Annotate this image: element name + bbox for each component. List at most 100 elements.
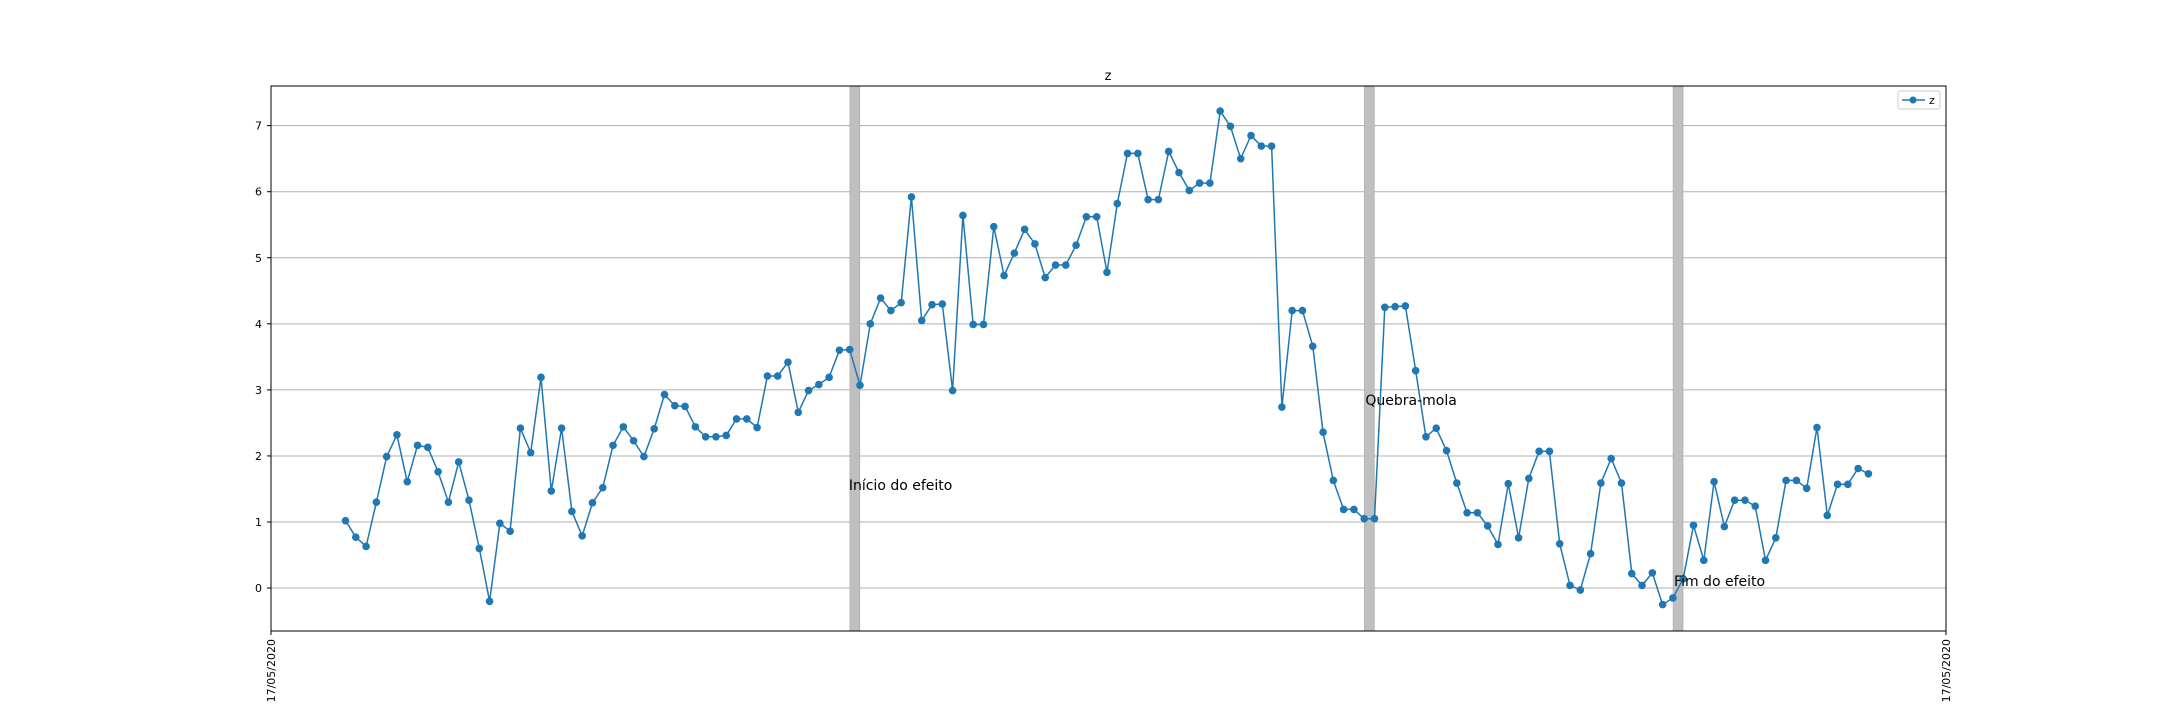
- data-point: [1113, 199, 1122, 208]
- data-point: [1792, 476, 1801, 485]
- data-point: [948, 386, 957, 395]
- plot-frame: [270, 85, 1947, 632]
- data-point: [629, 436, 638, 445]
- data-point: [1627, 569, 1636, 578]
- data-point: [1782, 476, 1790, 485]
- data-point: [465, 496, 473, 505]
- data-point: [989, 222, 998, 231]
- y-axis-ticks: 0 1 2 3 4 5 6 7: [255, 120, 271, 595]
- band-annotations: Início do efeito Quebra-mola Fim do efei…: [849, 393, 1765, 590]
- data-point: [609, 441, 617, 450]
- annotation-quebra-mola: Quebra-mola: [1365, 393, 1456, 409]
- data-point: [1463, 508, 1471, 517]
- data-point: [1329, 476, 1338, 485]
- data-point: [1566, 581, 1574, 590]
- data-point: [485, 597, 494, 606]
- data-point: [1710, 477, 1718, 486]
- data-point: [341, 516, 350, 525]
- data-point: [640, 452, 648, 461]
- data-point: [1000, 271, 1008, 280]
- data-point: [784, 358, 792, 366]
- data-point: [496, 519, 504, 528]
- plot-background: [271, 86, 1946, 631]
- data-point: [1813, 423, 1821, 432]
- data-point: [351, 533, 360, 541]
- data-point: [1833, 480, 1842, 489]
- data-point: [1267, 142, 1276, 150]
- data-point: [1586, 549, 1595, 558]
- data-point: [773, 372, 782, 380]
- y-tick-label: 6: [255, 186, 262, 199]
- data-point: [1082, 213, 1091, 221]
- data-point: [650, 425, 658, 433]
- data-point: [712, 432, 720, 441]
- data-point: [825, 373, 833, 382]
- data-point: [1257, 142, 1266, 150]
- data-point: [598, 483, 607, 492]
- data-point: [588, 499, 597, 507]
- data-point: [1072, 241, 1080, 250]
- data-point: [1134, 149, 1142, 158]
- data-point: [815, 380, 823, 389]
- data-point: [1494, 540, 1502, 549]
- data-point: [547, 487, 556, 495]
- data-point: [670, 401, 679, 410]
- data-point: [475, 544, 484, 553]
- data-point: [1051, 261, 1060, 269]
- data-point: [959, 211, 967, 220]
- data-point: [1741, 496, 1749, 505]
- y-tick-label: 3: [255, 384, 262, 397]
- shaded-band: [849, 85, 861, 632]
- data-point: [526, 448, 535, 457]
- data-point: [1689, 521, 1698, 530]
- data-point: [1288, 306, 1296, 315]
- data-point: [444, 498, 453, 506]
- data-point: [1062, 261, 1070, 269]
- data-point: [1422, 432, 1430, 441]
- data-point: [1103, 268, 1111, 277]
- data-point: [1360, 514, 1369, 523]
- data-point: [382, 452, 391, 461]
- data-point: [732, 415, 741, 423]
- data-point: [1658, 600, 1667, 609]
- data-point: [537, 373, 545, 382]
- data-point: [907, 193, 916, 201]
- data-point: [969, 320, 977, 329]
- data-point: [917, 316, 926, 325]
- data-point: [1772, 534, 1780, 542]
- data-point: [1617, 479, 1626, 487]
- data-point: [1216, 107, 1224, 115]
- data-point: [424, 443, 432, 452]
- data-point: [722, 431, 731, 440]
- data-point: [1092, 213, 1101, 221]
- shaded-band: [1672, 85, 1684, 632]
- data-point: [403, 477, 412, 486]
- x-tick-label-end: 17/05/2020: [1940, 639, 1953, 702]
- shaded-band: [1364, 85, 1375, 632]
- data-point: [1453, 479, 1461, 487]
- x-tick-label-start: 17/05/2020: [265, 639, 278, 702]
- data-point: [1154, 195, 1163, 204]
- annotation-fim-do-efeito: Fim do efeito: [1674, 574, 1765, 590]
- legend-marker-icon: [1909, 96, 1917, 104]
- data-point: [1370, 514, 1379, 523]
- data-point: [691, 423, 700, 431]
- data-point: [1247, 131, 1255, 140]
- data-point: [1041, 273, 1050, 282]
- data-point: [1720, 522, 1729, 531]
- data-point: [763, 372, 772, 380]
- data-point: [866, 320, 875, 328]
- data-point: [794, 408, 803, 417]
- data-point: [372, 498, 381, 506]
- data-point: [434, 467, 442, 476]
- legend-label: z: [1929, 94, 1935, 107]
- data-point: [1483, 522, 1492, 530]
- data-point: [1525, 474, 1533, 483]
- y-tick-label: 7: [255, 120, 262, 133]
- y-tick-label: 2: [255, 450, 262, 463]
- data-point: [1144, 195, 1152, 204]
- data-point: [1854, 464, 1862, 473]
- data-point: [1020, 225, 1029, 234]
- data-point: [1195, 179, 1204, 187]
- data-point: [753, 423, 761, 432]
